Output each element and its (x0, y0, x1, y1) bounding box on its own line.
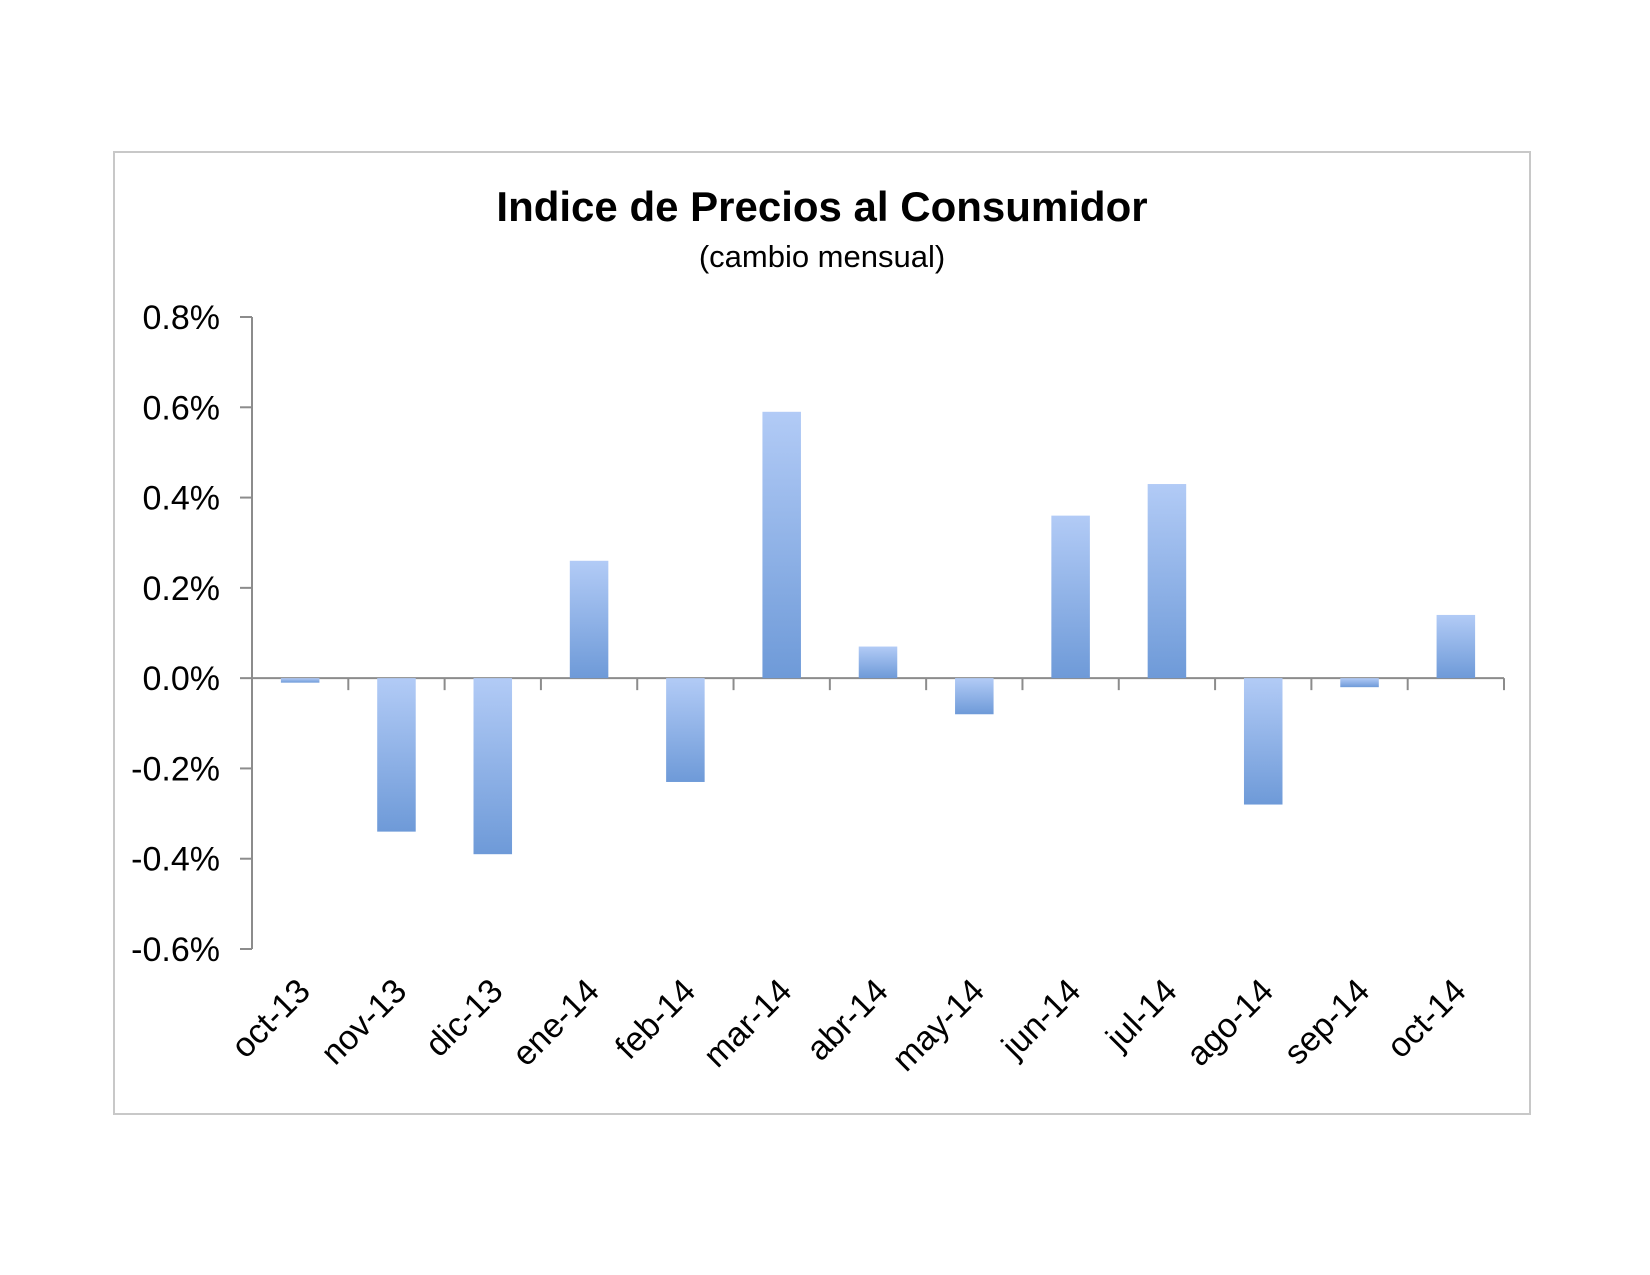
y-tick-label: 0.0% (143, 660, 221, 698)
chart-subtitle: (cambio mensual) (698, 239, 946, 274)
x-category-label: jun-14 (994, 972, 1088, 1066)
chart-title: Indice de Precios al Consumidor (496, 183, 1148, 230)
bar-ene-14 (569, 560, 609, 679)
y-tick-label: 0.2% (143, 570, 221, 608)
x-category-label: oct-14 (1380, 972, 1474, 1066)
plot-area: 0.8% 0.6% 0.4% 0.2% 0.0% -0.2% -0.4% -0.6% oct-… (131, 299, 1505, 1079)
bar-jun-14 (1051, 515, 1090, 679)
x-category-label: may-14 (885, 972, 992, 1079)
y-tick-label: -0.2% (131, 750, 220, 788)
bar-abr-14 (858, 646, 898, 679)
x-category-label: ago-14 (1179, 972, 1281, 1074)
x-category-label: jul-14 (1098, 972, 1184, 1058)
bars (280, 411, 1476, 855)
x-axis (251, 677, 1505, 691)
x-category-label: dic-13 (418, 972, 510, 1064)
x-category-label: abr-14 (799, 972, 895, 1068)
x-category-label: ene-14 (505, 972, 607, 1074)
bar-ago-14 (1243, 678, 1283, 805)
chart-frame: Indice de Precios al Consumidor (cambio … (113, 151, 1531, 1115)
bar-oct-14 (1436, 614, 1476, 679)
x-category-label: mar-14 (696, 972, 799, 1075)
bar-sep-14 (1340, 678, 1379, 688)
bar-may-14 (955, 678, 994, 715)
bar-feb-14 (666, 678, 705, 782)
bar-oct-13 (280, 678, 320, 683)
y-tick-label: 0.8% (143, 299, 221, 337)
bar-dic-13 (473, 678, 513, 855)
y-tick-label: 0.6% (143, 389, 221, 427)
bar-nov-13 (377, 678, 416, 832)
x-category-label: nov-13 (314, 972, 414, 1072)
x-category-label: sep-14 (1277, 972, 1377, 1072)
y-tick-label: -0.6% (131, 931, 220, 969)
bar-jul-14 (1147, 484, 1187, 679)
y-tick-label: -0.4% (131, 841, 220, 879)
y-tick-label: 0.4% (143, 480, 221, 518)
y-axis: 0.8% 0.6% 0.4% 0.2% 0.0% -0.2% -0.4% -0.6% (131, 299, 253, 969)
bar-mar-14 (762, 411, 801, 679)
x-category-label: oct-13 (224, 972, 318, 1066)
x-category-label: feb-14 (608, 972, 703, 1067)
